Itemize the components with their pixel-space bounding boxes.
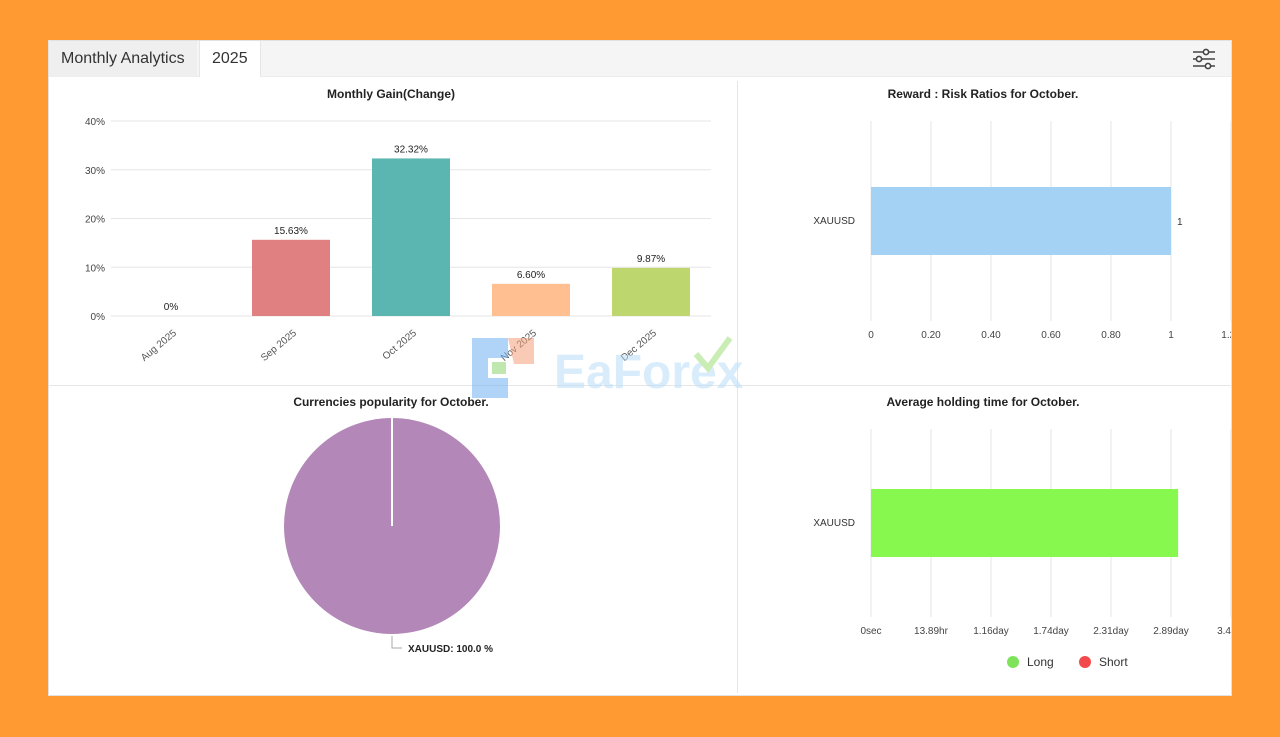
gain-xtick-label: Oct 2025 (381, 328, 419, 363)
gain-value-label: 15.63% (274, 226, 308, 237)
gain-bar (492, 283, 570, 316)
gain-value-label: 0% (164, 302, 179, 313)
currencies-pie-chart: XAUUSD: 100.0 % (284, 418, 500, 655)
panel-header: Monthly Analytics 2025 (49, 41, 1231, 77)
gain-ytick-label: 20% (85, 215, 105, 226)
rr-xtick-label: 0.20 (921, 330, 941, 341)
hold-legend-marker (1079, 656, 1091, 668)
pie-label-connector (391, 636, 402, 649)
gain-ytick-label: 30% (85, 166, 105, 177)
rr-bar (871, 187, 1171, 255)
rr-xtick-label: 1.20 (1221, 330, 1231, 341)
hold-xtick-label: 3.47... (1217, 626, 1231, 637)
hold-xtick-label: 13.89hr (914, 626, 949, 637)
holding-title: Average holding time for October. (886, 395, 1080, 409)
hold-xtick-label: 1.74day (1033, 626, 1069, 637)
gain-bar (252, 239, 330, 316)
reward-risk-chart: 0 0.20 0.40 0.60 0.80 1 1.20 XAUUSD 1 (813, 121, 1231, 341)
monthly-gain-chart: 0% 10% 20% 30% 40% 0% Aug 2025 15.63% Sep 2025 32… (85, 117, 711, 364)
rr-category-label: XAUUSD (813, 216, 855, 227)
gain-ytick-label: 0% (91, 312, 106, 323)
rr-xtick-label: 0.40 (981, 330, 1001, 341)
sliders-icon[interactable] (1191, 47, 1217, 71)
gain-xtick-label: Sep 2025 (259, 328, 299, 364)
analytics-panel: Monthly Analytics 2025 Monthly Gain(Chan… (48, 40, 1232, 696)
rr-xtick-label: 1 (1168, 330, 1174, 341)
gain-ytick-label: 10% (85, 263, 105, 274)
rr-xtick-label: 0 (868, 330, 874, 341)
hold-legend-label: Long (1027, 655, 1054, 669)
gain-value-label: 6.60% (517, 270, 545, 281)
horizontal-divider (49, 385, 1231, 386)
hold-xtick-label: 2.31day (1093, 626, 1129, 637)
gain-xtick-label: Dec 2025 (619, 328, 659, 364)
holding-time-chart: 0sec 13.89hr 1.16day 1.74day 2.31day 2.89day 3… (813, 429, 1231, 669)
hold-legend-marker (1007, 656, 1019, 668)
hold-xtick-label: 2.89day (1153, 626, 1189, 637)
currencies-title: Currencies popularity for October. (293, 395, 489, 409)
gain-value-label: 9.87% (637, 254, 665, 265)
hold-category-label: XAUUSD (813, 518, 855, 529)
monthly-gain-title: Monthly Gain(Change) (327, 87, 455, 101)
rr-xtick-label: 0.80 (1101, 330, 1121, 341)
hold-xtick-label: 1.16day (973, 626, 1009, 637)
gain-bar (612, 267, 690, 316)
vertical-divider (737, 81, 738, 693)
rr-value-label: 1 (1177, 217, 1183, 228)
hold-bar (871, 489, 1179, 557)
gain-xtick-label: Nov 2025 (499, 328, 539, 364)
gain-ytick-label: 40% (85, 117, 105, 128)
gain-xtick-label: Aug 2025 (139, 328, 179, 364)
tab-year[interactable]: 2025 (199, 41, 261, 77)
gain-bar (372, 158, 450, 316)
tab-monthly-analytics[interactable]: Monthly Analytics (49, 41, 197, 77)
pie-slice-label: XAUUSD: 100.0 % (408, 644, 493, 655)
hold-legend-label: Short (1099, 655, 1128, 669)
hold-xtick-label: 0sec (860, 626, 881, 637)
reward-risk-title: Reward : Risk Ratios for October. (887, 87, 1079, 101)
rr-xtick-label: 0.60 (1041, 330, 1061, 341)
gain-value-label: 32.32% (394, 144, 428, 155)
